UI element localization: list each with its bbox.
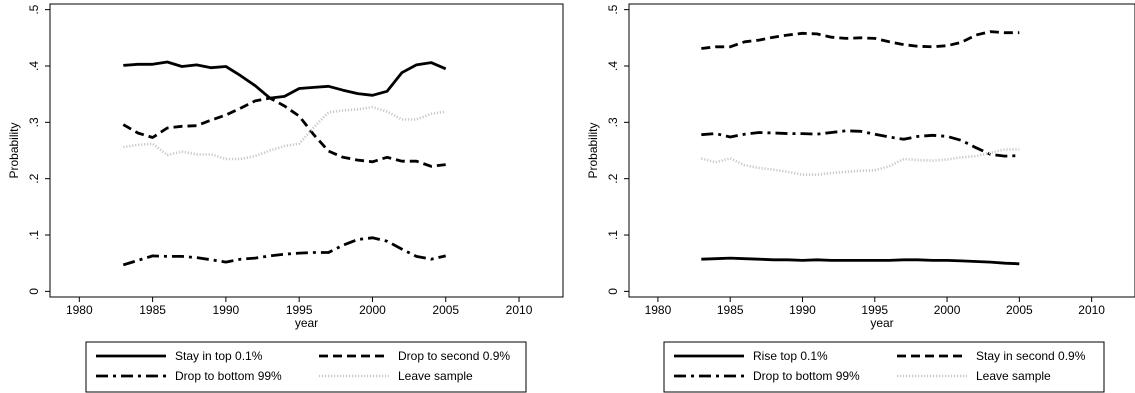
legend-box <box>663 341 1105 393</box>
y-axis-title: Probability <box>7 122 21 178</box>
x-tick-label: 1980 <box>66 303 93 317</box>
y-axis-title: Probability <box>586 122 600 178</box>
series-line-1 <box>701 256 1020 266</box>
legend-entry-label: Rise top 0.1% <box>753 349 828 363</box>
y-tick-label: 0 <box>27 288 41 295</box>
x-axis-title: year <box>870 316 893 330</box>
x-tick-label: 2005 <box>1006 303 1033 317</box>
y-tick-label: .5 <box>27 4 41 14</box>
series-line-1 <box>123 60 447 100</box>
legend-entry-label: Drop to second 0.9% <box>398 349 510 363</box>
x-tick-label: 1980 <box>645 303 672 317</box>
series-line-3 <box>122 236 447 267</box>
y-tick-label: 0 <box>606 288 620 295</box>
x-tick-label: 2010 <box>506 303 533 317</box>
x-tick-label: 2000 <box>934 303 961 317</box>
legend: Stay in top 0.1% Drop to second 0.9% Drop … <box>85 341 527 393</box>
series-line-4 <box>700 148 1020 176</box>
legend-entry-label: Stay in top 0.1% <box>175 349 263 363</box>
x-tick-label: 1990 <box>789 303 816 317</box>
x-tick-label: 2005 <box>432 303 459 317</box>
series-line-2 <box>701 30 1020 50</box>
y-tick-label: .2 <box>606 173 620 183</box>
y-tick-label: .1 <box>27 230 41 240</box>
y-tick-label: .3 <box>27 117 41 127</box>
plot-area-frame <box>49 3 564 298</box>
legend: Rise top 0.1% Stay in second 0.9% Drop to … <box>663 341 1105 393</box>
series-line-2 <box>122 96 446 168</box>
x-tick-label: 2000 <box>359 303 386 317</box>
x-tick-label: 2010 <box>1078 303 1105 317</box>
chart-panel-2: 0 .1 .2 .3 .4 .5 1980 1985 1990 1995 2000 2005 2010 y… <box>586 3 1135 393</box>
x-tick-label: 1995 <box>861 303 888 317</box>
plot-area-frame <box>628 3 1135 298</box>
y-tick-label: .1 <box>606 230 620 240</box>
chart-panel-1: 0 .1 .2 .3 .4 .5 1980 1985 1990 1995 2000 2005 2010 y… <box>7 3 564 393</box>
x-axis-title: year <box>295 316 318 330</box>
series-line-3 <box>701 129 1020 158</box>
x-tick-label: 1990 <box>213 303 240 317</box>
y-tick-label: .4 <box>27 61 41 71</box>
legend-entry-label: Drop to bottom 99% <box>753 369 860 383</box>
legend-entry-label: Leave sample <box>976 369 1051 383</box>
legend-box <box>85 341 527 393</box>
series-line-4 <box>123 105 446 161</box>
x-tick-label: 1985 <box>139 303 166 317</box>
legend-entry-label: Drop to bottom 99% <box>175 369 282 383</box>
y-tick-label: .3 <box>606 117 620 127</box>
x-tick-label: 1995 <box>286 303 313 317</box>
y-tick-label: .2 <box>27 173 41 183</box>
y-tick-label: .4 <box>606 61 620 71</box>
y-tick-label: .5 <box>606 4 620 14</box>
legend-entry-label: Stay in second 0.9% <box>976 349 1086 363</box>
x-tick-label: 1985 <box>717 303 744 317</box>
legend-entry-label: Leave sample <box>398 369 473 383</box>
